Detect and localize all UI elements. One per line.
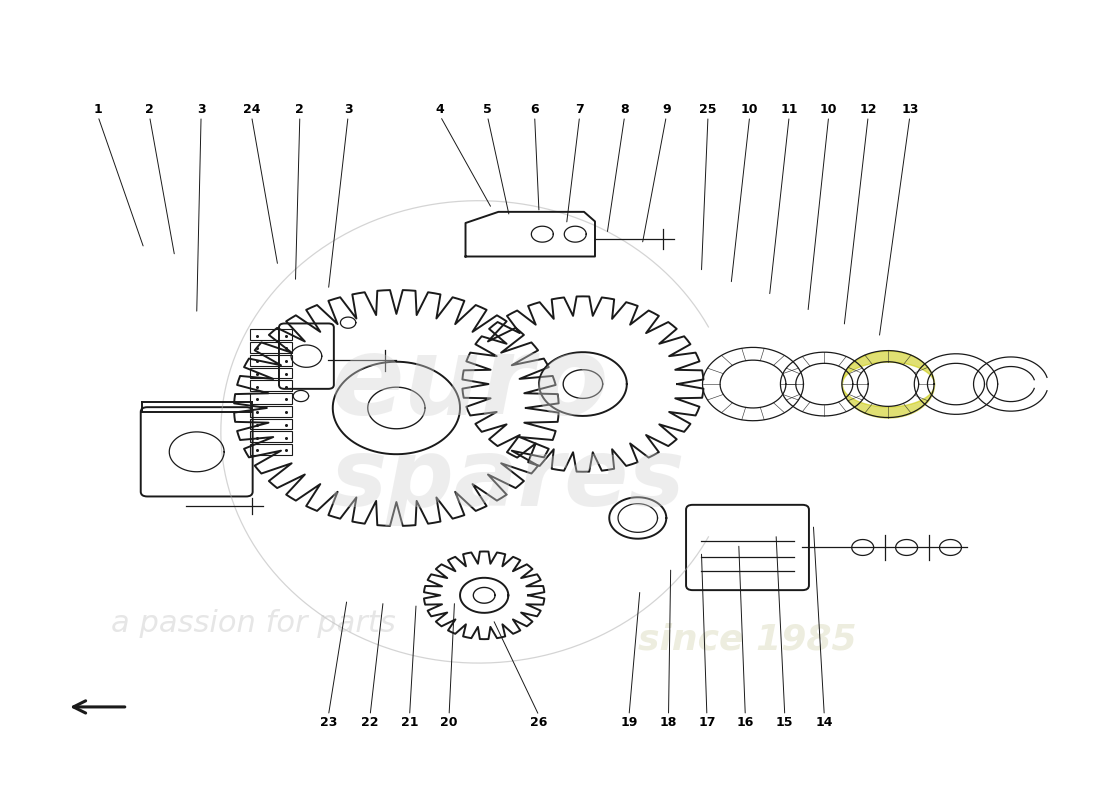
Bar bbox=[251, 393, 293, 404]
Bar bbox=[251, 431, 293, 442]
Text: 7: 7 bbox=[575, 102, 584, 115]
Text: since 1985: since 1985 bbox=[638, 622, 857, 656]
Text: euro: euro bbox=[331, 331, 609, 437]
Text: spares: spares bbox=[331, 434, 685, 526]
Text: 6: 6 bbox=[530, 102, 539, 115]
Text: 21: 21 bbox=[400, 716, 418, 730]
Text: 9: 9 bbox=[662, 102, 671, 115]
Text: 17: 17 bbox=[698, 716, 716, 730]
Text: 3: 3 bbox=[344, 102, 352, 115]
Bar bbox=[251, 355, 293, 366]
Text: 3: 3 bbox=[197, 102, 206, 115]
Bar bbox=[251, 330, 293, 340]
Bar bbox=[251, 368, 293, 378]
Text: 5: 5 bbox=[483, 102, 492, 115]
Bar bbox=[251, 444, 293, 455]
Text: 24: 24 bbox=[243, 102, 261, 115]
Text: 16: 16 bbox=[737, 716, 754, 730]
Text: 8: 8 bbox=[620, 102, 629, 115]
Text: 11: 11 bbox=[780, 102, 798, 115]
Text: 20: 20 bbox=[440, 716, 458, 730]
Text: 13: 13 bbox=[901, 102, 918, 115]
Text: 10: 10 bbox=[741, 102, 758, 115]
Text: 2: 2 bbox=[145, 102, 154, 115]
Text: 12: 12 bbox=[859, 102, 877, 115]
Text: 15: 15 bbox=[777, 716, 793, 730]
Bar bbox=[251, 418, 293, 430]
Text: 18: 18 bbox=[660, 716, 678, 730]
Text: a passion for parts: a passion for parts bbox=[111, 609, 396, 638]
Text: 26: 26 bbox=[530, 716, 548, 730]
Text: 10: 10 bbox=[820, 102, 837, 115]
Text: 2: 2 bbox=[296, 102, 305, 115]
Bar bbox=[251, 342, 293, 353]
Text: 25: 25 bbox=[700, 102, 717, 115]
Bar bbox=[251, 406, 293, 417]
Bar bbox=[251, 380, 293, 391]
Text: 1: 1 bbox=[94, 102, 102, 115]
Text: 4: 4 bbox=[436, 102, 444, 115]
Text: 23: 23 bbox=[320, 716, 337, 730]
Text: 19: 19 bbox=[620, 716, 638, 730]
Text: 22: 22 bbox=[361, 716, 378, 730]
Text: 14: 14 bbox=[815, 716, 833, 730]
